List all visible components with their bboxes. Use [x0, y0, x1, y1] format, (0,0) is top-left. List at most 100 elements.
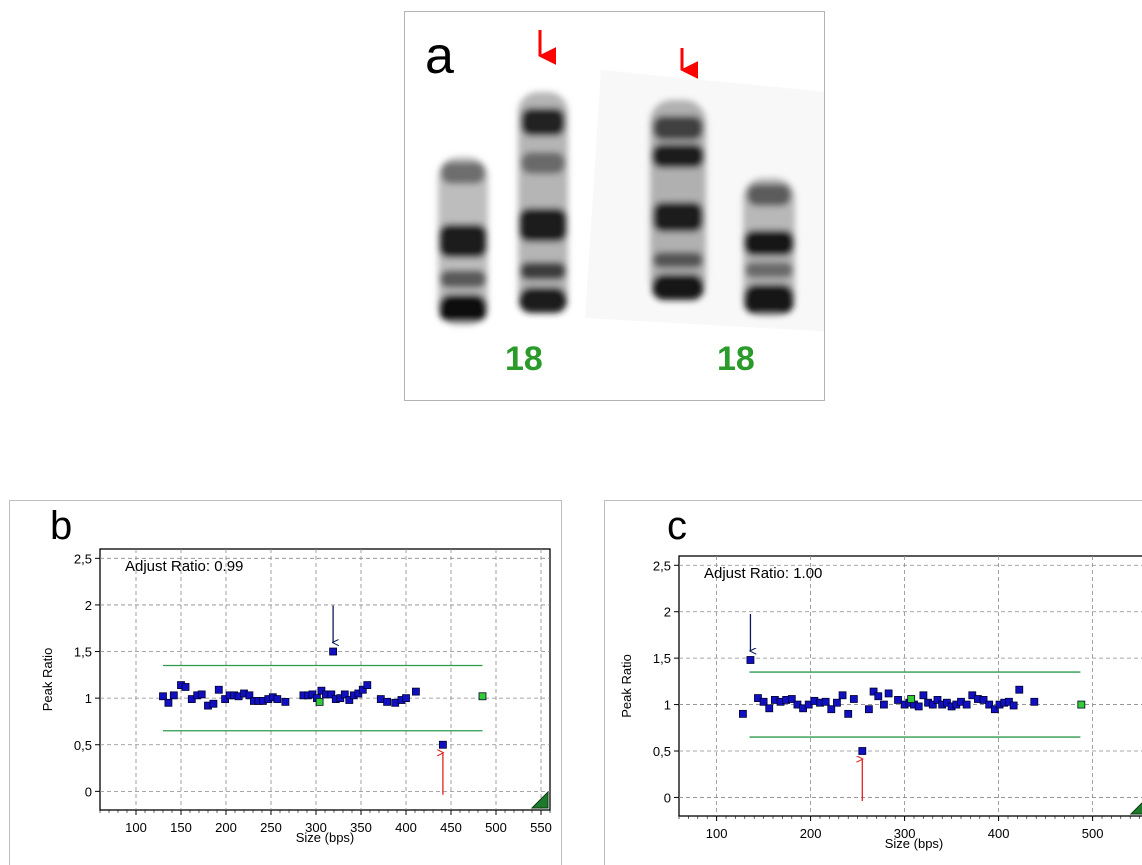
data-point [438, 740, 447, 749]
data-point [874, 692, 883, 701]
data-point [383, 697, 392, 706]
x-axis-label: Size (bps) [885, 836, 944, 851]
data-point [844, 709, 853, 718]
data-point [990, 705, 999, 714]
x-tick-label: 150 [170, 820, 192, 835]
y-tick-label: 1,5 [74, 645, 92, 660]
x-tick-label: 300 [894, 826, 916, 841]
y-axis-label: Peak Ratio [40, 648, 55, 712]
x-tick-label: 250 [260, 820, 282, 835]
data-point [327, 690, 336, 699]
y-tick-label: 2,5 [653, 558, 671, 573]
chromosome-18-derivative-left [518, 92, 568, 313]
ratio-chart-b: 100 150 200 250 300 350 400 450 500 550 0 0,5 1 1,5 2 2… [40, 548, 552, 845]
x-tick-label: 400 [395, 820, 417, 835]
x-tick-label: 500 [485, 820, 507, 835]
data-point [821, 697, 830, 706]
data-point [884, 689, 893, 698]
data-point [159, 692, 167, 701]
data-point [787, 695, 796, 703]
chromosome-label-left: 18 [505, 340, 543, 378]
y-tick-label: 2 [664, 605, 671, 620]
y-tick-label: 2 [85, 598, 92, 613]
data-point [739, 709, 747, 718]
panel-letter-c: c [667, 504, 687, 548]
data-point [849, 695, 858, 703]
y-axis-label: Peak Ratio [619, 654, 634, 718]
adjust-ratio-label: Adjust Ratio: 1.00 [704, 565, 822, 582]
data-point [962, 700, 971, 709]
mlpa-panel-c: c 100 200 300 400 500 0 0,5 1 1,5 2 2,5 Adjust Rati… [604, 500, 1142, 865]
data-point [880, 700, 888, 709]
data-point [281, 697, 290, 706]
x-tick-label: 400 [988, 826, 1010, 841]
data-point [340, 690, 349, 699]
adjust-ratio-label: Adjust Ratio: 0.99 [125, 558, 243, 575]
data-point [1009, 701, 1018, 710]
data-point [169, 691, 178, 700]
data-point [827, 705, 836, 714]
data-point [345, 696, 354, 704]
data-point [907, 695, 916, 703]
x-tick-label: 200 [800, 826, 822, 841]
y-tick-label: 1 [664, 698, 671, 713]
panel-letter-a: a [425, 27, 454, 85]
chromosome-label-right: 18 [717, 340, 755, 378]
x-tick-label: 350 [350, 820, 372, 835]
data-point [919, 691, 928, 700]
y-tick-label: 1,5 [653, 651, 671, 666]
data-point [858, 747, 867, 755]
data-point [833, 698, 841, 707]
data-point [478, 692, 487, 701]
chromosome-18-normal-right [743, 178, 795, 316]
x-tick-label: 200 [215, 820, 237, 835]
y-tick-label: 0 [664, 790, 671, 805]
data-point [1015, 685, 1024, 694]
data-point [869, 687, 878, 696]
x-tick-label: 100 [706, 826, 728, 841]
plot-frame [99, 548, 551, 811]
data-point [402, 694, 410, 703]
data-point [985, 700, 994, 709]
data-point [315, 697, 324, 706]
karyotype-panel: a [404, 11, 825, 401]
data-point [411, 687, 420, 696]
x-tick-label: 300 [305, 820, 327, 835]
corner-marker-icon [530, 790, 549, 809]
data-point [245, 691, 254, 700]
data-point [329, 647, 338, 656]
data-point [1077, 700, 1086, 709]
x-tick-label: 100 [125, 820, 147, 835]
data-point [759, 697, 768, 706]
data-point [197, 690, 206, 699]
data-point [746, 656, 755, 664]
data-point [979, 696, 988, 704]
data-point [181, 683, 190, 691]
x-axis-label: Size (bps) [296, 830, 355, 845]
corner-marker-icon [1129, 802, 1142, 815]
chromosome-image [438, 30, 824, 332]
x-tick-label: 500 [1082, 826, 1104, 841]
x-tick-label: 550 [530, 820, 552, 835]
data-point [864, 705, 873, 714]
chromosome-18-derivative-right [650, 100, 706, 300]
data-point [894, 696, 902, 704]
mlpa-panel-b: b 100 150 200 250 300 350 400 450 500 550 0 0,5 1 1,5… [9, 500, 562, 865]
data-point [1030, 697, 1039, 706]
y-tick-label: 0 [85, 784, 92, 799]
ratio-chart-c: 100 200 300 400 500 0 0,5 1 1,5 2 2,5 Adjust Ratio:… [619, 555, 1142, 851]
y-tick-label: 1 [85, 691, 92, 706]
data-point [363, 681, 372, 689]
chromosome-18-normal-left [438, 157, 488, 325]
data-point [273, 695, 282, 703]
data-point [164, 698, 173, 707]
panel-letter-b: b [50, 504, 73, 548]
data-point [765, 704, 774, 713]
data-point [209, 699, 218, 708]
data-point [358, 685, 367, 694]
data-point [933, 696, 942, 704]
data-point [928, 700, 937, 709]
data-point [914, 702, 923, 711]
plot-frame [678, 555, 1142, 817]
y-tick-label: 0,5 [74, 738, 92, 753]
